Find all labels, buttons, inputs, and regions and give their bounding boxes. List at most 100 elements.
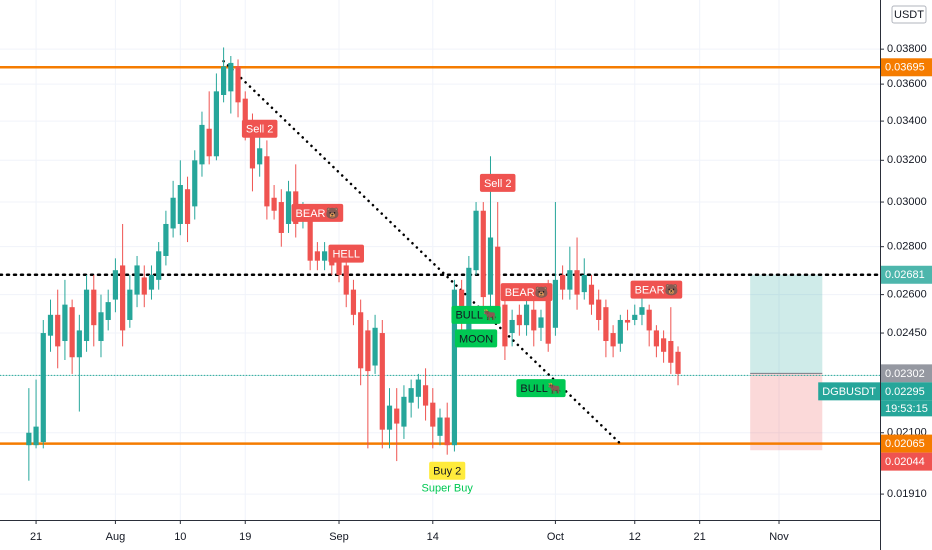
candle-body (538, 317, 544, 328)
candle-body (415, 379, 421, 397)
candle-body (661, 338, 667, 352)
candle-body (249, 121, 256, 169)
x-tick-label: Aug (106, 531, 126, 543)
candle-body (567, 270, 573, 290)
candle-body (285, 191, 292, 224)
candle-body (487, 237, 494, 295)
price-labels: 0.03695 0.02681 0.02302 0.02295 DGBUSDT 19:53… (818, 58, 932, 471)
candle-body (321, 251, 328, 261)
candle-body (422, 385, 429, 406)
annotation-label: MOON (459, 333, 493, 345)
currency-box[interactable] (891, 5, 927, 24)
candle-body (213, 91, 219, 157)
candle-body (235, 66, 241, 103)
annotation-label: BEAR🐻 (505, 285, 549, 299)
candle-body (675, 351, 681, 374)
candle-body (444, 417, 450, 446)
candle-body (62, 304, 68, 342)
candle-body (379, 333, 385, 430)
candle-body (531, 309, 537, 331)
candle-body (192, 160, 198, 207)
price-label: 0.02065 (885, 438, 925, 450)
candle-body (653, 330, 659, 347)
candle-body (76, 330, 82, 358)
candle-body (242, 98, 248, 125)
candle-body (55, 314, 61, 347)
price-label: 0.02295 (885, 386, 925, 398)
annotation-label: BEAR🐻 (296, 206, 340, 220)
stop-zone (750, 373, 823, 451)
annotation-label: BULL🐂 (455, 309, 497, 322)
annotation-box (500, 283, 553, 302)
y-tick-label: 0.02600 (887, 289, 927, 301)
candle-body (668, 341, 674, 363)
candle-body (365, 330, 371, 372)
candle-body (314, 251, 320, 261)
candle-body (574, 270, 580, 295)
candle-body (588, 284, 595, 305)
annotation-label: Buy 2 (433, 466, 461, 478)
candle-body (466, 267, 472, 336)
candle-body (163, 223, 169, 256)
countdown-label: 19:53:15 (885, 403, 928, 415)
price-label: 0.02681 (885, 269, 925, 281)
candle-body (480, 210, 486, 298)
y-tick-label: 0.01910 (887, 488, 927, 500)
trend-line (222, 59, 622, 445)
candle-body (120, 265, 126, 331)
candle-body (257, 148, 263, 165)
candle-body (552, 279, 559, 328)
annotation-label: Sell 2 (484, 178, 512, 190)
candle-body (134, 265, 140, 295)
candle-body (408, 388, 414, 403)
candle-body (177, 185, 183, 224)
candle-body (112, 270, 119, 300)
candle-body (646, 309, 652, 331)
annotation-box (328, 244, 364, 263)
candle-body (141, 277, 147, 295)
candle-body (98, 312, 104, 342)
annotation-box (479, 173, 516, 192)
symbol-label: DGBUSDT (822, 386, 876, 398)
candle-body (148, 275, 155, 290)
price-label: 0.02044 (885, 456, 925, 468)
annotation-box (291, 203, 344, 222)
candle-body (560, 275, 566, 290)
y-tick-label: 0.02450 (887, 327, 927, 339)
candle-body (639, 307, 645, 315)
candle-body (372, 327, 378, 366)
y-tick-label: 0.03600 (887, 78, 927, 90)
x-tick-label: 12 (629, 531, 641, 543)
annotation-box (451, 305, 501, 324)
candle-body (610, 333, 616, 347)
candle-body (603, 307, 609, 342)
annotation-box (630, 280, 683, 299)
candle-body (451, 289, 458, 446)
candle-body (581, 275, 587, 293)
candle-body (632, 314, 638, 320)
x-tick-label: Sep (329, 531, 349, 543)
candle-body (523, 304, 530, 326)
candle-body (278, 202, 284, 233)
candle-body (343, 265, 349, 295)
candle-body (170, 197, 176, 229)
annotation-box (516, 379, 566, 398)
annotation-label: BULL🐂 (520, 382, 562, 395)
candle-body (271, 197, 277, 211)
candle-body (47, 314, 54, 336)
y-tick-label: 0.02800 (887, 241, 927, 253)
target-zone (750, 274, 823, 374)
candle-body (221, 66, 227, 95)
y-tick-label: 0.03800 (887, 43, 927, 55)
candle-body (509, 319, 515, 334)
candle-body (69, 307, 75, 358)
candle-body (495, 246, 501, 310)
price-label: 0.02302 (885, 368, 925, 380)
candle-body (596, 299, 602, 320)
x-tick-label: 21 (694, 531, 706, 543)
x-tick-label: 14 (427, 531, 439, 543)
candle-body (350, 289, 357, 315)
candle-body (264, 156, 270, 207)
countdown-box (881, 400, 932, 417)
